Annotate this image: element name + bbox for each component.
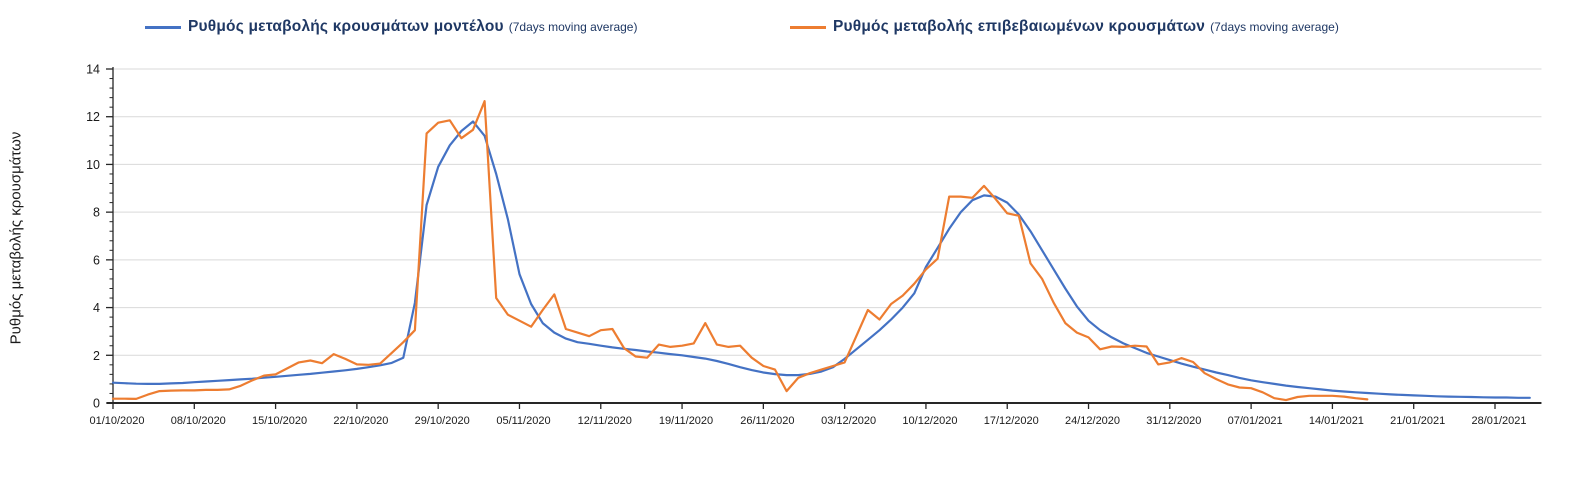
x-tick-label: 05/11/2020: [496, 415, 550, 427]
y-tick-label: 0: [93, 397, 100, 411]
x-tick-label: 22/10/2020: [333, 415, 388, 427]
x-tick-label: 31/12/2020: [1146, 415, 1201, 427]
model-line-swatch: [145, 25, 181, 29]
y-tick-label: 10: [86, 158, 100, 172]
legend-suffix-confirmed: (7days moving average): [1210, 20, 1339, 34]
x-tick-label: 08/10/2020: [171, 415, 226, 427]
x-tick-label: 03/12/2020: [821, 415, 876, 427]
chart-legend: Ρυθμός μεταβολής κρουσμάτων μοντέλου (7d…: [0, 14, 1583, 44]
legend-item-model: Ρυθμός μεταβολής κρουσμάτων μοντέλου (7d…: [145, 18, 637, 36]
x-tick-label: 21/01/2021: [1390, 415, 1445, 427]
y-tick-label: 6: [93, 253, 100, 267]
y-tick-label: 4: [93, 301, 100, 315]
y-axis-title: Ρυθμός μεταβολής κρουσμάτων: [7, 131, 25, 345]
legend-suffix-model: (7days moving average): [508, 20, 638, 34]
y-tick-label: 12: [86, 110, 100, 124]
confirmed-series-line: [111, 100, 1369, 402]
legend-item-confirmed: Ρυθμός μεταβολής επιβεβαιωμένων κρουσμάτ…: [790, 18, 1339, 36]
x-tick-label: 10/12/2020: [902, 415, 957, 427]
confirmed-line-swatch: [790, 25, 826, 29]
x-tick-label: 12/11/2020: [578, 415, 632, 427]
legend-label-confirmed: Ρυθμός μεταβολής επιβεβαιωμένων κρουσμάτ…: [833, 18, 1206, 35]
y-tick-label: 8: [93, 206, 100, 220]
legend-label-model: Ρυθμός μεταβολής κρουσμάτων μοντέλου: [188, 18, 504, 35]
x-tick-label: 14/01/2021: [1309, 415, 1364, 427]
x-tick-label: 07/01/2021: [1228, 415, 1283, 427]
y-tick-label: 14: [86, 63, 100, 77]
x-tick-label: 15/10/2020: [252, 415, 307, 427]
x-tick-label: 17/12/2020: [984, 415, 1039, 427]
x-tick-label: 29/10/2020: [415, 415, 470, 427]
x-tick-label: 28/01/2021: [1471, 415, 1526, 427]
x-tick-label: 19/11/2020: [659, 415, 713, 427]
model-series-line: [111, 120, 1531, 399]
x-tick-label: 24/12/2020: [1065, 415, 1120, 427]
y-tick-label: 2: [93, 349, 100, 363]
x-tick-label: 26/11/2020: [740, 415, 794, 427]
x-tick-label: 01/10/2020: [89, 415, 144, 427]
